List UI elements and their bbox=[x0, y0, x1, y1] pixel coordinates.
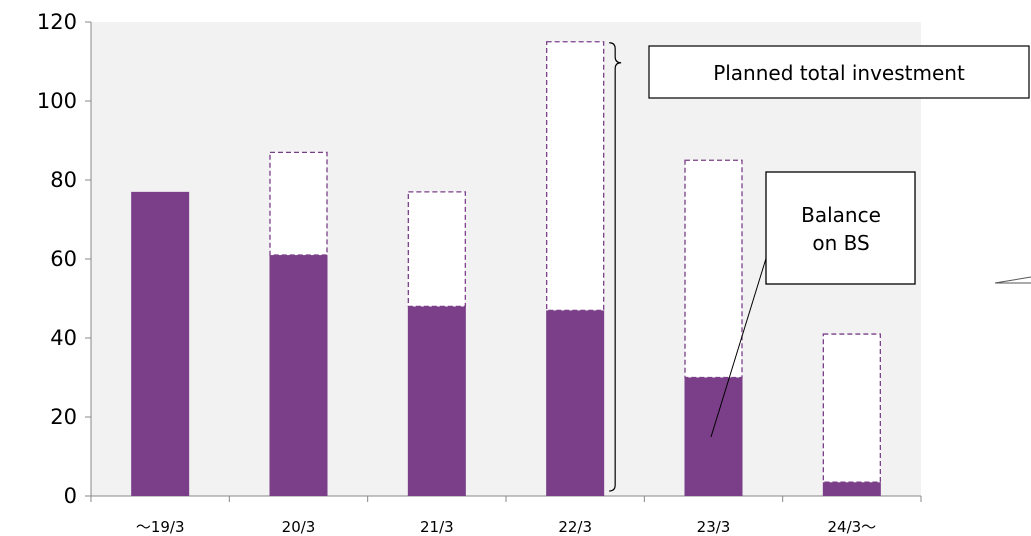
y-tick-label: 80 bbox=[50, 168, 77, 192]
x-axis: 〜19/3 20/3 21/3 22/3 23/3 24/3〜 bbox=[90, 496, 922, 536]
y-tick-label: 120 bbox=[37, 10, 77, 34]
bar-balance-on-bs bbox=[269, 255, 328, 496]
bar-balance-on-bs bbox=[407, 306, 466, 496]
y-tick-label: 20 bbox=[50, 405, 77, 429]
planned-investment-label: Planned total investment bbox=[713, 61, 965, 85]
bar-planned-investment bbox=[822, 333, 881, 483]
callout-leader-line bbox=[710, 251, 769, 438]
planned-investment-label-box bbox=[648, 45, 1030, 99]
bar-planned-investment bbox=[269, 151, 328, 256]
balance-label-box bbox=[765, 171, 916, 285]
bars bbox=[131, 41, 881, 496]
x-tick-label: 21/3 bbox=[420, 518, 454, 536]
bar-planned-investment bbox=[546, 41, 605, 312]
x-tick-label: 〜19/3 bbox=[136, 518, 185, 536]
x-tick-label: 20/3 bbox=[282, 518, 316, 536]
bar-balance-on-bs bbox=[684, 377, 743, 496]
x-tick-label: 24/3〜 bbox=[827, 518, 876, 536]
balance-label-line: on BS bbox=[812, 231, 869, 255]
y-tick-label: 40 bbox=[50, 326, 77, 350]
x-tick-label: 22/3 bbox=[558, 518, 592, 536]
offscreen-callout-pointer bbox=[994, 276, 1031, 284]
annotations: Planned total investment Balance on BS bbox=[609, 42, 1030, 492]
y-tick-label: 100 bbox=[37, 89, 77, 113]
y-tick-label: 60 bbox=[50, 247, 77, 271]
bar-planned-investment bbox=[684, 159, 743, 379]
bar-balance-on-bs bbox=[131, 191, 190, 496]
bar-planned-investment bbox=[407, 191, 466, 308]
balance-label-line: Balance bbox=[801, 203, 881, 227]
bar-balance-on-bs bbox=[546, 310, 605, 496]
x-tick-label: 23/3 bbox=[697, 518, 731, 536]
y-tick-label: 0 bbox=[64, 484, 77, 508]
y-axis: 0 20 40 60 80 100 120 bbox=[37, 10, 91, 508]
bar-balance-on-bs bbox=[822, 482, 881, 496]
